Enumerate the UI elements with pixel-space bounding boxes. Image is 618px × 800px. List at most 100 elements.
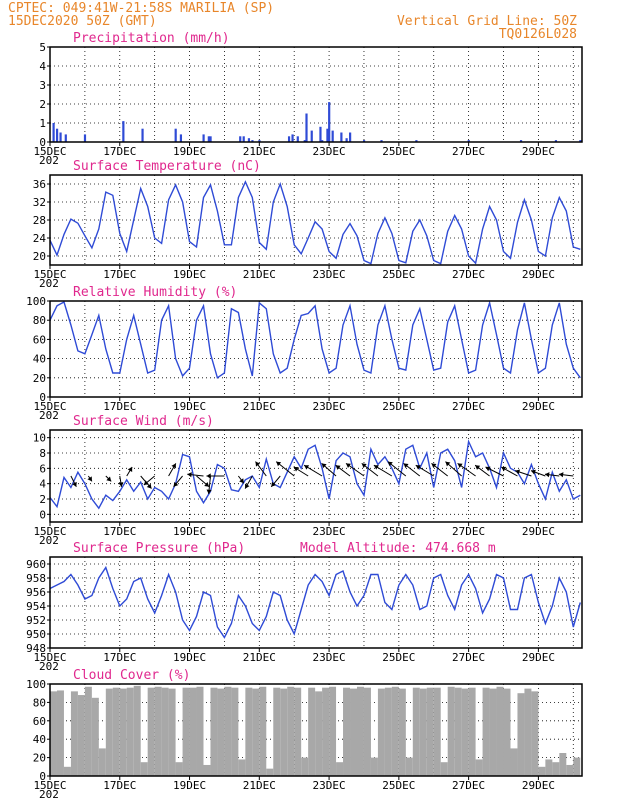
x-year-label: 202 (39, 409, 59, 422)
cloud-bar (154, 686, 162, 776)
wind-vector-head (204, 482, 210, 487)
cloud-bar (517, 693, 525, 776)
x-tick-label: 15DEC (33, 651, 66, 664)
cloud-bar (266, 768, 274, 776)
panel-2: Surface Temperature (nC) 20 24 28 32 36 15DEC 1… (33, 159, 583, 290)
cloud-bar (105, 688, 113, 776)
y-tick-label: 24 (33, 232, 47, 245)
wind-vector-head (239, 478, 244, 484)
model-id: TQ0126L028 (499, 27, 577, 42)
precip-bar (202, 134, 205, 142)
wind-vector-head (127, 467, 133, 472)
precip-bar (179, 134, 183, 142)
y-tick-label: 40 (33, 733, 46, 746)
x-tick-label: 25DEC (382, 525, 415, 538)
panel-frame (49, 46, 583, 143)
cloud-bar (182, 687, 190, 776)
cloud-bar (329, 686, 337, 776)
cloud-bar (63, 766, 71, 776)
y-tick-label: 20 (33, 250, 46, 263)
panel-4: Surface Wind (m/s) 0 2 4 6 8 10 15DEC 17DEC 19DEC… (33, 414, 583, 547)
y-tick-label: 28 (33, 214, 46, 227)
cloud-bar (350, 688, 357, 776)
y-tick-label: 0 (39, 508, 46, 521)
cloud-bar (238, 759, 246, 776)
x-tick-label: 15DEC (33, 779, 66, 792)
model-altitude-label: Model Altitude: 474.668 m (300, 541, 496, 556)
wind-vector-head (387, 461, 393, 467)
x-tick-label: 29DEC (522, 268, 555, 281)
precip-bar (247, 138, 251, 142)
precip-bar (362, 140, 366, 142)
cloud-bar (384, 687, 392, 776)
precip-bar (340, 132, 343, 142)
precip-bar (519, 140, 523, 142)
precip-bar (251, 140, 254, 142)
cloud-bar (119, 688, 127, 776)
x-tick-label: 17DEC (103, 145, 136, 158)
cloud-bar (370, 757, 378, 776)
cloud-bar (140, 762, 148, 776)
y-tick-label: 6 (39, 462, 46, 475)
y-tick-label: 32 (33, 196, 46, 209)
wind-vector-head (146, 483, 152, 489)
cloud-bar (84, 686, 92, 776)
cloud-bar (112, 687, 120, 776)
x-tick-label: 19DEC (173, 400, 206, 413)
precip-bar (174, 128, 177, 142)
y-tick-label: 4 (39, 478, 46, 491)
x-tick-label: 25DEC (382, 400, 415, 413)
cloud-bar (461, 688, 469, 776)
precip-bar (319, 126, 322, 142)
x-tick-label: 15DEC (33, 268, 66, 281)
wind-vector-head (304, 465, 310, 470)
y-tick-label: 8 (39, 447, 46, 460)
series-line (49, 180, 581, 265)
y-tick-label: 954 (26, 600, 46, 613)
cloud-bar (203, 764, 211, 776)
wind-vector-head (321, 463, 327, 469)
wind-vector-head (72, 481, 77, 487)
cloud-bar (322, 687, 330, 776)
wind-vector-head (206, 489, 212, 494)
y-tick-label: 100 (26, 678, 46, 691)
wind-vector-head (361, 463, 367, 469)
precip-bar (52, 123, 55, 142)
cloud-bar (189, 687, 197, 776)
x-tick-label: 21DEC (243, 779, 276, 792)
cloud-bar (294, 687, 302, 776)
x-tick-label: 23DEC (313, 779, 346, 792)
x-tick-label: 17DEC (103, 779, 136, 792)
y-tick-label: 40 (33, 353, 46, 366)
y-tick-label: 950 (26, 628, 46, 641)
x-tick-label: 23DEC (313, 651, 346, 664)
wind-vector-head (403, 463, 409, 469)
y-tick-label: 80 (33, 696, 46, 709)
precip-bar (310, 130, 313, 142)
panel-title: Surface Wind (m/s) (73, 414, 214, 429)
x-tick-label: 25DEC (382, 145, 415, 158)
cloud-bar (510, 748, 518, 776)
wind-vector-head (558, 472, 564, 478)
y-tick-label: 958 (26, 572, 46, 585)
cloud-bar (259, 686, 267, 776)
cloud-bar (412, 687, 420, 776)
y-tick-label: 20 (33, 372, 46, 385)
cloud-bar (315, 691, 323, 776)
y-tick-label: 2 (39, 493, 46, 506)
y-tick-label: 2 (39, 98, 46, 111)
cloud-bar (147, 687, 155, 776)
x-tick-label: 27DEC (452, 400, 485, 413)
y-tick-label: 3 (39, 79, 46, 92)
cloud-bar (454, 687, 462, 776)
y-tick-label: 952 (26, 614, 46, 627)
cloud-bar (287, 686, 295, 776)
precip-bar (287, 136, 291, 142)
cloud-bar (98, 748, 106, 776)
cloud-bar (252, 688, 260, 776)
cloud-bar (196, 686, 204, 776)
wind-vector-head (187, 472, 192, 478)
x-tick-label: 29DEC (522, 145, 555, 158)
x-tick-label: 23DEC (313, 145, 346, 158)
cloud-bar (426, 687, 434, 776)
